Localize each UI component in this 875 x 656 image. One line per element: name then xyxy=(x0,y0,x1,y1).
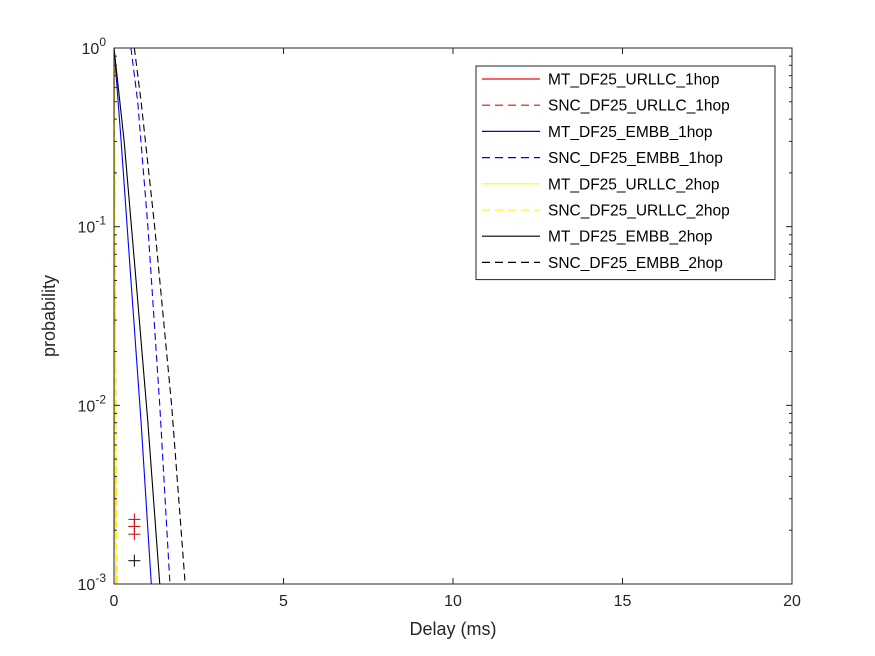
legend-entry-6: MT_DF25_EMBB_2hop xyxy=(482,229,713,246)
y-tick-label: 10-2 xyxy=(78,392,107,415)
x-tick-label: 15 xyxy=(614,593,632,610)
x-tick-label: 20 xyxy=(783,593,801,610)
series-line-2 xyxy=(114,48,152,584)
marker-plus-2 xyxy=(128,528,141,541)
y-tick-label: 10-3 xyxy=(78,571,107,594)
legend-label: MT_DF25_URLLC_1hop xyxy=(548,72,719,89)
y-tick-label: 10-1 xyxy=(78,214,107,237)
legend: MT_DF25_URLLC_1hop SNC_DF25_URLLC_1hop MT_… xyxy=(475,65,776,281)
marker-plus-3 xyxy=(128,554,141,567)
legend-entry-1: SNC_DF25_URLLC_1hop xyxy=(482,98,730,115)
x-axis-ticks: 0 5 10 15 20 xyxy=(110,48,801,610)
legend-entry-3: SNC_DF25_EMBB_1hop xyxy=(482,150,723,167)
x-tick-label: 10 xyxy=(444,593,462,610)
marker-layer xyxy=(128,513,141,567)
legend-entry-2: MT_DF25_EMBB_1hop xyxy=(482,124,713,141)
series-line-3 xyxy=(130,48,171,584)
x-tick-label: 5 xyxy=(279,593,288,610)
legend-label: SNC_DF25_EMBB_2hop xyxy=(548,255,723,272)
legend-label: MT_DF25_EMBB_2hop xyxy=(548,229,713,246)
legend-entry-7: SNC_DF25_EMBB_2hop xyxy=(482,255,723,272)
y-axis-ticks: 100 10-1 10-2 10-3 xyxy=(78,35,792,594)
series-line-7 xyxy=(133,48,186,584)
series-line-6 xyxy=(114,48,161,584)
legend-box xyxy=(475,65,776,281)
legend-label: SNC_DF25_EMBB_1hop xyxy=(548,150,723,167)
y-tick-label: 100 xyxy=(82,35,107,58)
y-axis-label: probability xyxy=(39,275,59,357)
x-axis-label: Delay (ms) xyxy=(409,619,496,639)
legend-label: SNC_DF25_URLLC_1hop xyxy=(548,98,730,115)
x-tick-label: 0 xyxy=(110,593,119,610)
legend-entry-5: SNC_DF25_URLLC_2hop xyxy=(482,203,730,220)
legend-label: MT_DF25_EMBB_1hop xyxy=(548,124,713,141)
legend-entry-0: MT_DF25_URLLC_1hop xyxy=(482,72,719,89)
legend-entry-4: MT_DF25_URLLC_2hop xyxy=(482,176,719,193)
legend-label: MT_DF25_URLLC_2hop xyxy=(548,176,719,193)
legend-label: SNC_DF25_URLLC_2hop xyxy=(548,203,730,220)
